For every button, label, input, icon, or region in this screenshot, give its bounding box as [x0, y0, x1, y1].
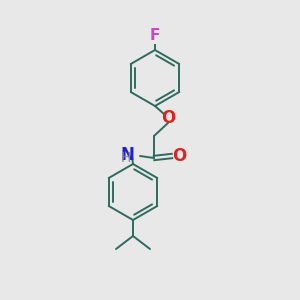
Text: O: O	[172, 147, 186, 165]
Text: N: N	[120, 146, 134, 164]
Text: H: H	[121, 151, 131, 165]
Text: F: F	[150, 28, 160, 43]
Text: O: O	[161, 109, 175, 127]
